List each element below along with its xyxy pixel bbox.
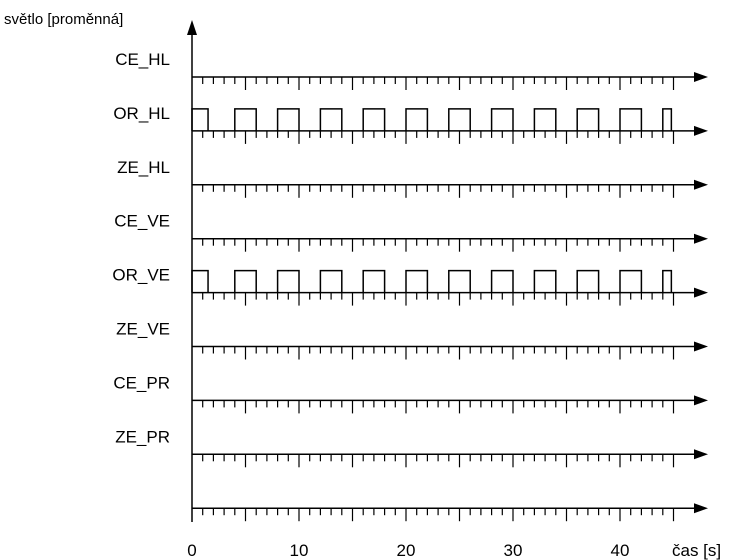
time-axis-arrowhead [694,503,708,514]
signal-track: CE_VE [114,212,708,252]
time-axis-arrowhead [694,341,708,352]
signal-label: OR_VE [112,266,170,285]
signal-track: ZE_VE [116,320,708,360]
time-axis-arrowhead [694,72,708,82]
signal-track: ZE_PR [115,427,708,468]
signal-track: CE_HL [115,50,708,90]
time-axis-arrowhead [694,449,708,460]
y-axis-arrowhead [187,20,197,35]
time-axis-arrowhead [694,179,708,190]
signal-track: CE_PR [113,373,708,414]
x-tick-labels: 0 10 20 30 40 [187,541,629,560]
signal-track [192,503,708,522]
signal-label: ZE_HL [117,158,170,177]
signal-track: OR_HL [113,104,708,144]
signal-label: CE_VE [114,212,170,231]
signal-track: ZE_HL [117,158,708,198]
time-axis-arrowhead [694,233,708,244]
signal-label: ZE_PR [115,427,170,446]
x-tick-label: 20 [397,541,416,560]
signal-label: OR_HL [113,104,170,123]
x-tick-label: 30 [504,541,523,560]
signal-pulse-path [191,108,673,131]
signal-track: OR_VE [112,266,708,306]
x-axis-title: čas [s] [672,541,721,560]
y-axis-title: světlo [proměnná] [4,11,123,28]
time-axis-arrowhead [694,395,708,406]
time-axis-arrowhead [694,287,708,298]
signal-tracks: CE_HL OR_HL ZE_HL CE_VE OR_VE ZE_VE CE_PR ZE_PR [112,50,708,522]
x-tick-label: 40 [611,541,630,560]
x-tick-label: 10 [290,541,309,560]
signal-label: ZE_VE [116,320,170,339]
x-tick-label: 0 [187,541,196,560]
signal-pulse-path [191,269,673,293]
signal-label: CE_PR [113,373,170,392]
time-axis-arrowhead [694,125,708,136]
signal-label: CE_HL [115,50,170,69]
